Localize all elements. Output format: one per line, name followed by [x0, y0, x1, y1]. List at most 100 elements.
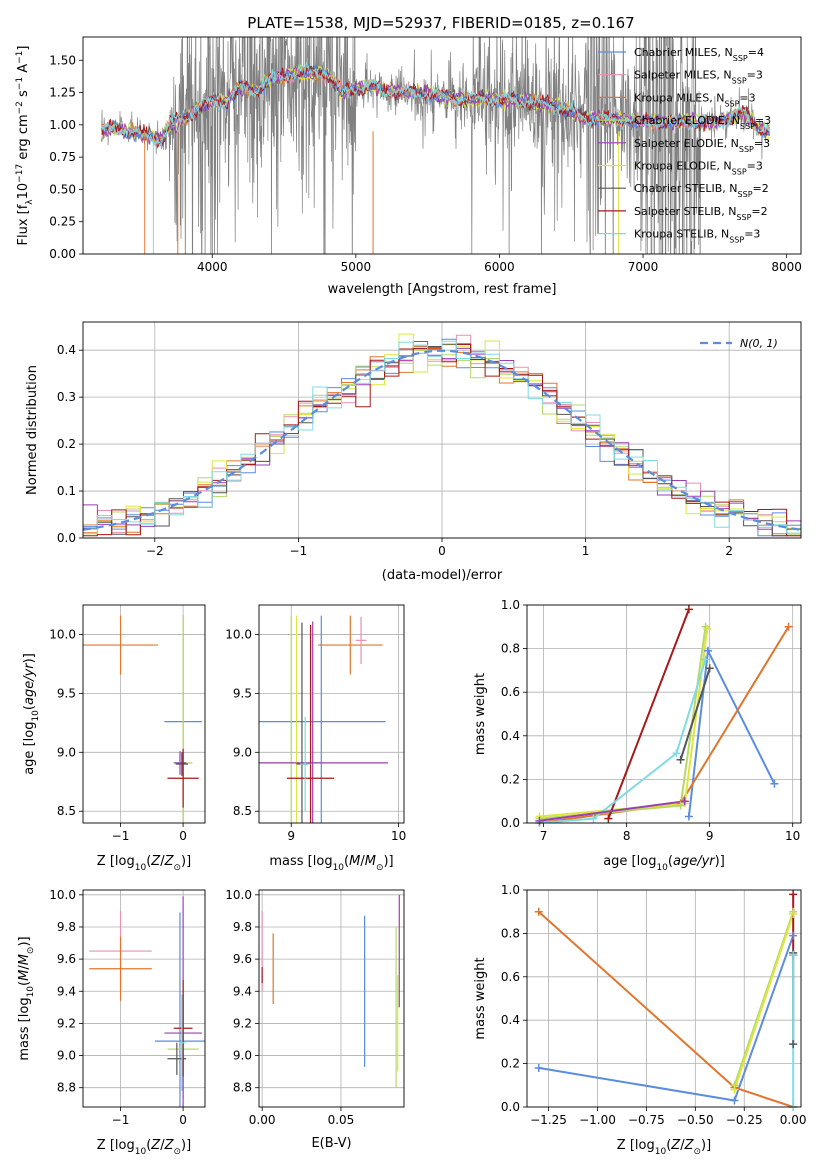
model-spectrum-8	[101, 61, 770, 148]
mass-weight-marker	[730, 1096, 739, 1105]
axes-frame	[82, 889, 206, 1108]
y-axis-label: mass [log10(M/M⊙)]	[17, 936, 36, 1060]
x-tick-label: −0.75	[628, 1113, 665, 1127]
x-tick-label: 10	[785, 829, 800, 843]
y-tick-label: 9.8	[57, 920, 76, 934]
mass-weight-marker	[589, 814, 598, 823]
y-tick-label: 0.4	[501, 729, 520, 743]
mass-weight-marker	[534, 1063, 543, 1072]
x-tick-label: 0.00	[780, 1113, 807, 1127]
mass-weight-marker	[770, 779, 779, 788]
mass-weight-line-6	[679, 667, 711, 761]
legend-entry: N(0, 1)	[740, 337, 778, 350]
legend-entry: Kroupa ELODIE, NSSP=3	[634, 160, 763, 177]
mass-weight-marker	[789, 931, 798, 940]
x-axis-label: (data-model)/error	[382, 568, 503, 583]
panel-massweight_vs_Z: −1.25 −1.00 −0.75 −0.50 −0.25 0.00 0.0 0.2 0.4 0.…	[473, 883, 807, 1157]
legend-entry: Chabrier STELIB, NSSP=2	[634, 182, 769, 199]
mass-weight-marker	[789, 909, 798, 918]
plot-area-mass_vs_EBV	[259, 890, 404, 1107]
mass-weight-marker	[672, 749, 681, 758]
mass-weight-line-0	[538, 935, 795, 1102]
y-tick-label: 0.00	[49, 247, 76, 261]
y-tick-label: 9.0	[233, 1049, 252, 1063]
x-tick-label: −1	[290, 544, 308, 558]
x-axis-label: E(B-V)	[311, 1136, 351, 1151]
x-axis-label: Z [log10(Z/Z⊙)]	[97, 1138, 191, 1157]
panel-massweight_vs_age: 7 8 9 10 0.0 0.2 0.4 0.6 0.8 1.0 age [log10(age/yr…	[473, 598, 802, 873]
y-tick-label: 0.75	[49, 150, 76, 164]
mass-weight-line-2	[539, 626, 790, 823]
y-tick-label: 0.8	[501, 642, 520, 656]
plot-area-massweight_vs_Z	[527, 890, 801, 1107]
y-tick-label: 1.0	[501, 598, 520, 612]
y-tick-label: 0.4	[57, 343, 76, 357]
mass-weight-marker	[535, 816, 544, 825]
y-tick-label: 9.5	[57, 686, 76, 700]
y-axis-label: mass weight	[473, 957, 488, 1039]
panel-mass_vs_EBV: 0.00 0.05 8.8 9.0 9.2 9.4 9.6 9.8 10.0 E(B-V)	[225, 888, 405, 1151]
y-tick-label: 0.8	[501, 926, 520, 940]
y-tick-label: 0.50	[49, 182, 76, 196]
y-axis-label: Normed distribution	[25, 365, 40, 495]
axes-frame	[526, 604, 802, 824]
normal-reference-curve	[83, 349, 801, 531]
x-axis-label: age [log10(age/yr)]	[603, 854, 725, 873]
y-tick-label: 9.4	[57, 984, 76, 998]
x-tick-label: 0.00	[249, 1113, 276, 1127]
x-tick-label: 6000	[484, 260, 515, 274]
mass-weight-line-7	[607, 609, 690, 819]
x-tick-label: −2	[146, 544, 164, 558]
y-tick-label: 0.2	[501, 772, 520, 786]
y-tick-label: 9.6	[233, 952, 252, 966]
y-tick-label: 8.5	[233, 804, 252, 818]
panel-residuals: −2 −1 0 1 2 0.0 0.1 0.2 0.3 0.4 (data-model)/error…	[25, 321, 802, 583]
mass-weight-marker	[784, 622, 793, 631]
x-tick-label: −1.00	[579, 1113, 616, 1127]
x-tick-label: −1	[112, 1113, 130, 1127]
y-tick-label: 0.4	[501, 1013, 520, 1027]
mass-weight-line-4	[539, 800, 685, 822]
y-tick-label: 9.4	[233, 984, 252, 998]
y-tick-label: 1.25	[49, 86, 76, 100]
y-tick-label: 0.6	[501, 685, 520, 699]
mass-weight-line-5	[733, 913, 795, 1090]
y-tick-label: 9.5	[233, 686, 252, 700]
legend-entry: Kroupa MILES, NSSP=3	[634, 91, 756, 108]
x-tick-label: 9	[287, 829, 295, 843]
y-tick-label: 8.8	[57, 1081, 76, 1095]
y-tick-label: 9.0	[57, 745, 76, 759]
legend-entry: Chabrier ELODIE, NSSP=3	[634, 114, 771, 131]
y-tick-label: 10.0	[49, 888, 76, 902]
plot-area-mass_vs_Z	[83, 890, 205, 1107]
plot-area-massweight_vs_age	[527, 605, 801, 823]
x-tick-label: 10	[391, 829, 406, 843]
axes-frame	[258, 889, 405, 1108]
panels: 4000 5000 6000 7000 80000.000.250.500.751.00…	[15, 36, 807, 1157]
legend-entry: Salpeter MILES, NSSP=3	[634, 69, 763, 86]
legend-entry: Salpeter ELODIE, NSSP=3	[634, 137, 770, 154]
y-tick-label: 10.0	[49, 627, 76, 641]
axes-frame	[526, 889, 802, 1108]
x-axis-label: Z [log10(Z/Z⊙)]	[97, 854, 191, 873]
observed-spectrum	[101, 37, 770, 254]
grid-mass_vs_Z	[83, 890, 205, 1107]
mass-weight-marker	[789, 890, 798, 899]
grid-age_vs_Z	[83, 605, 205, 823]
legend-entry: Kroupa STELIB, NSSP=3	[634, 228, 760, 245]
plot-area-age_vs_Z	[83, 605, 205, 823]
x-tick-label: 0	[438, 544, 446, 558]
mass-weight-marker	[789, 1040, 798, 1049]
x-tick-label: 9	[706, 829, 714, 843]
y-tick-label: 9.2	[233, 1016, 252, 1030]
panel-mass_vs_Z: −1 0 8.8 9.0 9.2 9.4 9.6 9.8 10.0 Z [log10(Z/Z⊙)]…	[17, 888, 206, 1157]
spectrum-legend: Chabrier MILES, NSSP=4 Salpeter MILES, NS…	[598, 46, 771, 244]
y-tick-label: 10.0	[225, 627, 252, 641]
mass-weight-marker	[604, 814, 613, 823]
x-axis-label: wavelength [Angstrom, rest frame]	[328, 282, 557, 297]
y-tick-label: 8.8	[233, 1081, 252, 1095]
y-axis-label: Flux [fλ10−17 erg cm−2 s−1 A−1]	[15, 46, 35, 246]
y-axis-label: age [log10(age/yr)]	[22, 653, 41, 775]
x-tick-label: 4000	[197, 260, 228, 274]
y-tick-label: 10.0	[225, 888, 252, 902]
